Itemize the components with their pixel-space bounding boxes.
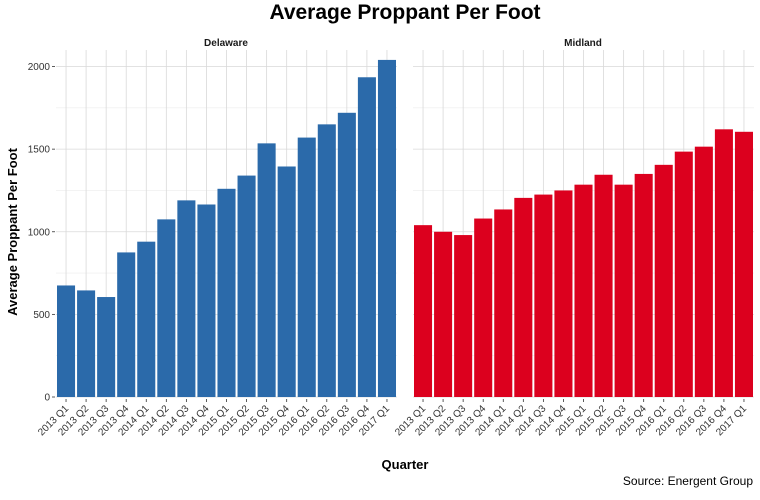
bar-delaware-2013-q1 xyxy=(57,285,76,397)
bar-midland-2014-q2 xyxy=(514,197,533,397)
bar-midland-2016-q3 xyxy=(694,146,713,397)
bar-delaware-2016-q1 xyxy=(297,137,316,398)
bar-midland-2013-q1 xyxy=(414,225,433,397)
bar-midland-2013-q3 xyxy=(454,235,473,397)
y-axis: 0 500 1000 1500 2000 xyxy=(28,62,55,404)
bar-midland-2017-q1 xyxy=(734,131,753,398)
bar-delaware-2015-q2 xyxy=(237,175,256,397)
bar-delaware-2015-q1 xyxy=(217,188,236,397)
y-tick-label: 0 xyxy=(44,393,50,404)
facet-label-midland: Midland xyxy=(564,38,602,49)
bar-delaware-2014-q3 xyxy=(177,200,196,397)
facet-label-delaware: Delaware xyxy=(204,38,248,49)
y-tick-label: 500 xyxy=(33,310,50,321)
chart-title: Average Proppant Per Foot xyxy=(269,1,540,24)
bar-delaware-2013-q3 xyxy=(97,297,116,397)
bar-delaware-2013-q4 xyxy=(117,252,136,397)
y-tick-label: 2000 xyxy=(28,62,51,73)
y-axis-title: Average Proppant Per Foot xyxy=(5,147,20,315)
bar-midland-2015-q3 xyxy=(614,184,633,397)
bar-delaware-2015-q3 xyxy=(257,143,276,397)
x-axis-title: Quarter xyxy=(382,457,429,472)
y-tick-label: 1500 xyxy=(28,145,51,156)
bar-midland-2014-q3 xyxy=(534,194,553,397)
bar-delaware-2013-q2 xyxy=(77,290,96,397)
bar-delaware-2014-q2 xyxy=(157,219,176,397)
bar-midland-2014-q4 xyxy=(554,190,573,397)
bar-delaware-2016-q3 xyxy=(337,112,356,398)
bar-delaware-2014-q4 xyxy=(197,204,216,397)
bar-midland-2016-q4 xyxy=(714,129,733,398)
bar-delaware-2014-q1 xyxy=(137,241,156,397)
bar-midland-2015-q4 xyxy=(634,173,653,397)
bar-midland-2016-q1 xyxy=(654,164,673,397)
bar-midland-2015-q2 xyxy=(594,174,613,397)
bar-midland-2013-q2 xyxy=(434,231,453,397)
bar-midland-2016-q2 xyxy=(674,151,693,397)
bar-delaware-2016-q2 xyxy=(317,124,336,397)
bar-midland-2015-q1 xyxy=(574,184,593,397)
bar-midland-2014-q1 xyxy=(494,209,513,397)
bar-delaware-2015-q4 xyxy=(277,166,296,397)
bar-delaware-2017-q1 xyxy=(377,59,396,398)
y-tick-label: 1000 xyxy=(28,227,51,238)
bar-delaware-2016-q4 xyxy=(357,77,376,397)
source-caption: Source: Energent Group xyxy=(623,474,753,488)
bar-midland-2013-q4 xyxy=(474,218,493,397)
